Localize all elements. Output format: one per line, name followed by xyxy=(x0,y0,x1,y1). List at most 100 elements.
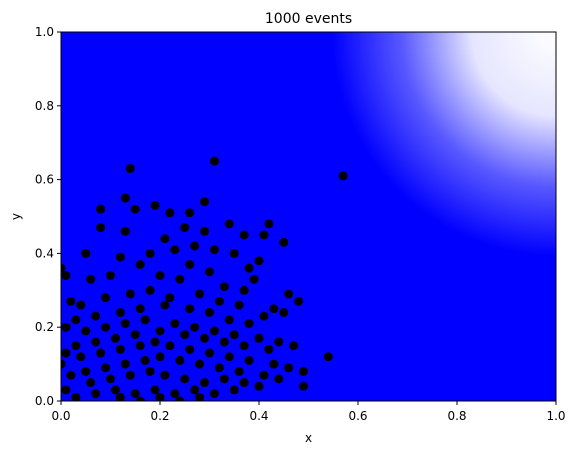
scatter-point xyxy=(160,234,170,244)
scatter-point xyxy=(224,219,234,229)
scatter-point xyxy=(190,241,200,251)
x-tick-label: 0.2 xyxy=(150,409,169,423)
scatter-point xyxy=(115,307,125,317)
scatter-point xyxy=(239,230,249,240)
scatter-point xyxy=(165,341,175,351)
scatter-point xyxy=(185,259,195,269)
y-tick-label: 1.0 xyxy=(35,25,54,39)
scatter-point xyxy=(239,378,249,388)
scatter-point xyxy=(135,304,145,314)
scatter-point xyxy=(209,245,219,255)
scatter-point xyxy=(299,381,309,391)
y-tick-label: 0.0 xyxy=(35,394,54,408)
scatter-point xyxy=(120,193,130,203)
scatter-point xyxy=(86,274,96,284)
scatter-point xyxy=(120,359,130,369)
scatter-point xyxy=(219,374,229,384)
scatter-point xyxy=(91,337,101,347)
scatter-point xyxy=(76,300,86,310)
scatter-point xyxy=(180,330,190,340)
scatter-point xyxy=(71,315,81,325)
scatter-point xyxy=(195,392,205,401)
scatter-point xyxy=(150,200,160,210)
x-tick-label: 0.0 xyxy=(51,409,70,423)
scatter-point xyxy=(294,296,304,306)
scatter-point xyxy=(135,396,145,401)
scatter-point xyxy=(61,263,66,273)
scatter-point xyxy=(155,392,165,401)
scatter-point xyxy=(200,333,210,343)
scatter-point xyxy=(135,259,145,269)
chart-title: 1000 events xyxy=(265,11,352,27)
x-axis-label: x xyxy=(305,431,312,445)
scatter-point xyxy=(214,296,224,306)
scatter-point xyxy=(115,252,125,262)
scatter-point xyxy=(165,208,175,218)
scatter-point xyxy=(209,156,219,166)
scatter-point xyxy=(195,289,205,299)
scatter-point xyxy=(170,389,180,399)
scatter-point xyxy=(175,355,185,365)
scatter-point xyxy=(106,271,115,281)
scatter-point xyxy=(130,204,140,214)
scatter-point xyxy=(185,344,195,354)
scatter-point xyxy=(219,282,229,292)
scatter-point xyxy=(200,378,210,388)
scatter-point xyxy=(91,389,101,399)
scatter-point xyxy=(110,333,120,343)
scatter-point xyxy=(160,370,170,380)
x-tick-label: 0.8 xyxy=(447,409,466,423)
scatter-point xyxy=(234,300,244,310)
scatter-point xyxy=(140,315,150,325)
scatter-point xyxy=(224,352,234,362)
scatter-point xyxy=(145,248,155,258)
scatter-point xyxy=(214,363,224,373)
scatter-point xyxy=(101,363,111,373)
scatter-point xyxy=(274,374,284,384)
scatter-point xyxy=(284,289,294,299)
scatter-point xyxy=(269,359,279,369)
scatter-point xyxy=(244,319,254,329)
scatter-point xyxy=(209,326,219,336)
scatter-point xyxy=(61,322,71,332)
scatter-point xyxy=(170,245,180,255)
scatter-point xyxy=(190,385,200,395)
scatter-point xyxy=(125,164,135,174)
scatter-point xyxy=(120,319,130,329)
scatter-point xyxy=(195,359,205,369)
scatter-point xyxy=(185,208,195,218)
scatter-point xyxy=(135,341,145,351)
scatter-point xyxy=(110,385,120,395)
scatter-point xyxy=(71,392,81,401)
scatter-point xyxy=(254,381,264,391)
scatter-point xyxy=(264,344,274,354)
scatter-point xyxy=(61,271,71,281)
scatter-point xyxy=(61,359,66,369)
scatter-point xyxy=(150,385,160,395)
scatter-point xyxy=(229,248,239,258)
scatter-point xyxy=(224,315,234,325)
scatter-point xyxy=(254,333,264,343)
scatter-point xyxy=(254,256,264,266)
x-tick-label: 1.0 xyxy=(546,409,565,423)
scatter-point xyxy=(259,230,269,240)
scatter-point xyxy=(175,396,185,401)
scatter-point xyxy=(219,337,229,347)
y-tick-label: 0.6 xyxy=(35,173,54,187)
scatter-point xyxy=(205,307,214,317)
scatter-point xyxy=(120,226,130,236)
scatter-point xyxy=(229,385,239,395)
scatter-point xyxy=(180,223,190,233)
scatter-point xyxy=(209,389,219,399)
y-tick-label: 0.4 xyxy=(35,246,54,260)
scatter-point xyxy=(244,355,254,365)
scatter-point xyxy=(289,341,299,351)
scatter-point xyxy=(125,370,135,380)
scatter-point xyxy=(205,267,214,277)
scatter-point xyxy=(155,326,165,336)
scatter-point xyxy=(279,237,289,247)
scatter-point xyxy=(115,344,125,354)
y-tick-label: 0.2 xyxy=(35,320,54,334)
